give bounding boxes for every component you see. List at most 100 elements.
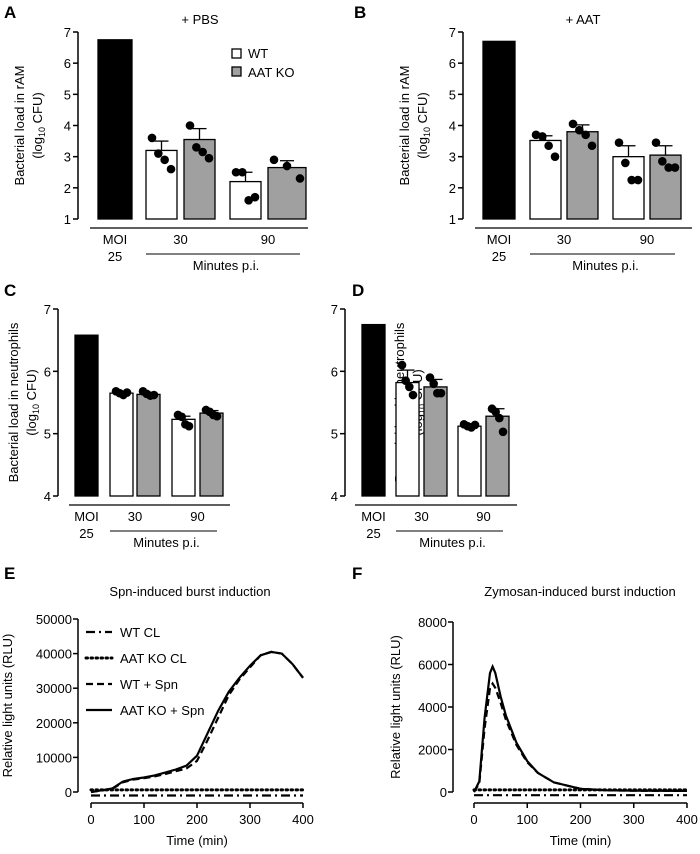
panel-letter: E (4, 564, 15, 583)
x-tick-label: 0 (470, 812, 477, 827)
bar-wt-30 (395, 381, 420, 497)
x-tick-label: 0 (87, 812, 94, 827)
y-tick-label: 6000 (418, 658, 447, 673)
bar-moi-moi (97, 39, 133, 220)
moi-value-label: 25 (366, 526, 380, 541)
data-point (212, 411, 222, 421)
panel-b: + AAT 1 2 3 4 5 6 7 Bacterial load in rAM (log10 … (397, 12, 692, 273)
data-point (122, 388, 132, 397)
data-point (627, 175, 636, 185)
moi-label: MOI (74, 509, 99, 524)
y-tick-label: 4 (64, 119, 71, 134)
bar-wt-90 (457, 425, 482, 497)
data-point (160, 155, 169, 165)
legend-swatch-aat-ko (231, 66, 242, 77)
data-point (198, 147, 207, 157)
x-tick-label: 100 (133, 812, 155, 827)
y-tick-label: 5 (44, 427, 51, 442)
y-tick-label: 5 (64, 87, 71, 102)
data-point (397, 360, 407, 370)
y-axis-label-subscript: 10 (422, 127, 432, 137)
data-point (495, 413, 504, 423)
y-tick-label: 5 (449, 87, 456, 102)
y-tick-label: 7 (64, 25, 71, 40)
panel-letter: D (352, 281, 364, 300)
y-tick-label: 6 (44, 364, 51, 379)
legend-label: AAT KO + Spn (120, 703, 204, 718)
y-tick-label: 7 (44, 302, 51, 317)
moi-label: MOI (487, 232, 512, 247)
panel-e: Spn-induced burst induction 0 10000 20000 30… (0, 584, 314, 848)
data-point (550, 152, 560, 161)
group-label-90: 90 (261, 232, 275, 247)
panel-title: Zymosan-induced burst induction (484, 584, 676, 599)
x-tick-label: 200 (570, 812, 592, 827)
legend-label-wt: WT (248, 46, 268, 61)
bar-wt-30 (109, 392, 134, 497)
group-label-90: 90 (640, 232, 654, 247)
moi-value-label: 25 (108, 249, 122, 264)
panel-letter: A (4, 3, 16, 22)
data-point (658, 157, 667, 166)
moi-value-label: 25 (79, 526, 93, 541)
data-point (581, 130, 590, 140)
y-tick-label: 5 (331, 427, 338, 442)
bar-aat-ko-90 (485, 415, 510, 497)
y-axis-label-log: (log (415, 137, 430, 159)
y-axis-label-cfu: CFU) (415, 92, 430, 127)
data-point (177, 412, 186, 422)
group-label-90: 90 (190, 509, 204, 524)
y-axis-label-units: (log10 CFU) (30, 92, 47, 158)
data-point (269, 155, 279, 165)
bar-moi-moi (361, 323, 386, 497)
bar-aat-ko-30 (423, 386, 448, 497)
bar-moi-moi (74, 334, 99, 497)
legend-label-aat-ko: AAT KO (248, 65, 294, 80)
y-axis-label-cfu: CFU) (24, 369, 39, 404)
data-point (401, 376, 410, 385)
y-tick-label: 0 (65, 785, 72, 800)
y-tick-label: 30000 (36, 681, 72, 696)
panel-f: Zymosan-induced burst induction020004000… (388, 584, 698, 848)
group-label-30: 30 (414, 509, 428, 524)
data-point (575, 125, 584, 135)
data-point (429, 379, 438, 389)
data-point (184, 421, 194, 431)
y-tick-label: 8000 (418, 615, 447, 630)
y-tick-label: 4 (44, 489, 51, 504)
y-axis-label: Bacterial load in rAM (397, 66, 412, 186)
data-point (651, 138, 661, 147)
y-axis-label-log: (log (30, 137, 45, 159)
y-axis-label: Relative light units (RLU) (0, 634, 15, 778)
data-point (204, 153, 214, 163)
bar-aat-ko-90 (199, 412, 224, 497)
panel-c: 4 5 6 7 Bacterial load in neutrophils (log10 … (6, 302, 230, 550)
data-point (538, 132, 547, 141)
bar-wt-30 (529, 139, 562, 220)
x-tick-label: 200 (186, 812, 208, 827)
panel-title: + AAT (566, 12, 601, 27)
data-point (670, 163, 680, 172)
data-point (231, 167, 241, 177)
y-axis-label-subscript: 10 (37, 127, 47, 137)
x-tick-label: 300 (623, 812, 645, 827)
y-tick-label: 4 (449, 119, 456, 134)
y-axis-label-log: (log (24, 414, 39, 436)
y-tick-label: 6 (331, 364, 338, 379)
bar-wt-90 (612, 156, 645, 220)
data-point (470, 420, 480, 430)
moi-label: MOI (103, 232, 128, 247)
data-point (587, 141, 597, 151)
data-point (295, 174, 305, 183)
x-axis-label: Time (min) (166, 833, 228, 848)
series-line-wt-spn (473, 681, 688, 793)
y-tick-label: 7 (449, 25, 456, 40)
y-tick-label: 2 (64, 181, 71, 196)
y-tick-label: 2 (449, 181, 456, 196)
y-tick-label: 4 (331, 489, 338, 504)
y-axis-label-subscript: 10 (417, 404, 427, 414)
data-point (498, 427, 508, 437)
panel-letter: F (352, 564, 362, 583)
data-point (282, 161, 292, 171)
